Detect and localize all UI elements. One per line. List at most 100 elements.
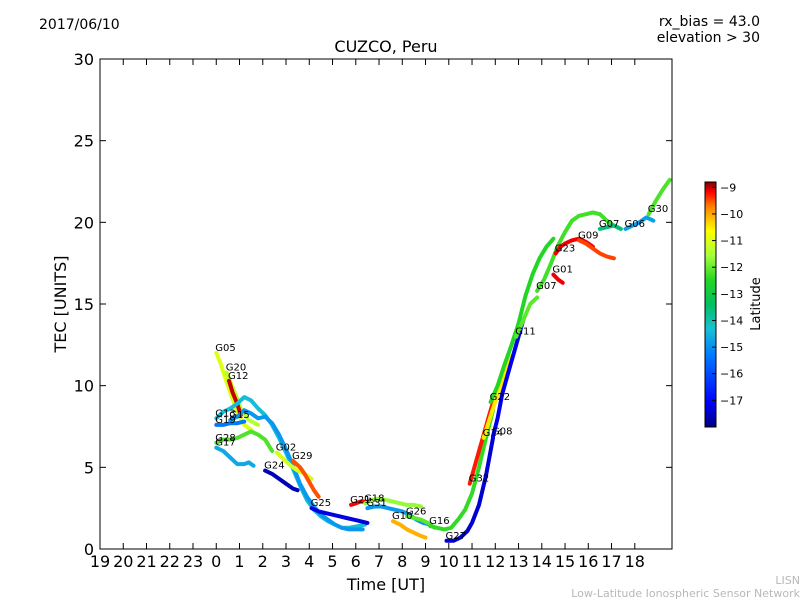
series-label-g15: G15 — [229, 410, 249, 421]
x-tick-label: 1 — [234, 552, 244, 571]
series-line-g07 — [535, 210, 623, 293]
bias-line: rx_bias = 43.0 — [658, 14, 760, 30]
x-tick-label: 4 — [304, 552, 314, 571]
series-line-g21 — [349, 499, 368, 507]
x-tick-label: 8 — [397, 552, 407, 571]
x-tick-label: 0 — [211, 552, 221, 571]
x-tick-label: 21 — [136, 552, 156, 571]
x-tick-label: 11 — [462, 552, 482, 571]
x-tick-label: 13 — [508, 552, 528, 571]
series-label-g22: G22 — [490, 392, 510, 403]
x-tick-label: 7 — [374, 552, 384, 571]
x-tick-label: 23 — [183, 552, 203, 571]
x-tick-label: 16 — [578, 552, 598, 571]
series-label-g19: G19 — [215, 415, 235, 426]
series-line-g30 — [646, 177, 672, 217]
y-tick-label: 10 — [74, 377, 94, 396]
series-label-g08: G08 — [492, 426, 512, 437]
series-label-g05: G05 — [215, 343, 235, 354]
y-tick-label: 30 — [74, 50, 94, 69]
colorbar-tick-label: −9 — [720, 181, 736, 194]
y-axis-label: TEC [UNITS] — [51, 256, 70, 354]
x-tick-label: 3 — [281, 552, 291, 571]
series-label-g21: G21 — [350, 495, 370, 506]
series-line-g09 — [577, 238, 616, 261]
series-label-g07: G07 — [599, 219, 619, 230]
series-layer — [214, 177, 672, 543]
series-label-g29: G29 — [292, 451, 312, 462]
series-label-g17: G17 — [215, 438, 235, 449]
x-tick-label: 20 — [113, 552, 133, 571]
series-label-g16: G16 — [429, 516, 449, 527]
x-tick-label: 18 — [625, 552, 645, 571]
series-label-g25: G25 — [311, 498, 331, 509]
colorbar-tick-label: −10 — [720, 208, 743, 221]
series-line-g22 — [488, 236, 556, 404]
series-line-g18 — [363, 496, 423, 509]
series-line-g10 — [391, 519, 428, 540]
series-line-g16 — [428, 408, 495, 532]
y-tick-label: 5 — [84, 458, 94, 477]
series-label-g24: G24 — [264, 461, 284, 472]
series-line-g19 — [214, 419, 247, 427]
series-label-g32: G32 — [469, 474, 489, 485]
x-tick-label: 22 — [160, 552, 180, 571]
x-tick-label: 9 — [420, 552, 430, 571]
series-line-g25 — [309, 506, 370, 525]
series-label-g12: G12 — [228, 371, 248, 382]
axis-layer: 19 20 21 22 23 0 1 2 3 4 5 6 7 8 9 10 11 12 13 14 15 16 17 1805… — [74, 50, 672, 571]
series-label-g20: G20 — [226, 363, 246, 374]
colorbar-ticks: −9 −10 −11 −12 −13 −14 −15 −16 −17 — [712, 181, 743, 407]
series-line-g01 — [551, 272, 565, 285]
series-label-g23: G23 — [555, 243, 575, 254]
series-label-g13: G13 — [215, 408, 235, 419]
footer-network: Low-Latitude Ionospheric Sensor Network — [571, 587, 800, 600]
plot-frame — [99, 58, 673, 550]
y-tick-label: 0 — [84, 540, 94, 559]
colorbar-tick-label: −15 — [720, 341, 743, 354]
colorbar-tick-label: −16 — [720, 368, 743, 381]
series-label-g30: G30 — [648, 204, 668, 215]
footer-lisn: LISN — [775, 574, 800, 587]
series-line-g14 — [481, 354, 514, 440]
chart-title: CUZCO, Peru — [334, 37, 438, 56]
x-tick-label: 17 — [601, 552, 621, 571]
elevation-line: elevation > 30 — [656, 30, 760, 46]
series-line-g08 — [491, 318, 526, 439]
x-tick-label: 5 — [327, 552, 337, 571]
series-line-g17 — [214, 445, 256, 468]
series-line-g24 — [263, 468, 300, 493]
series-label-g06: G06 — [624, 219, 644, 230]
colorbar-tick-label: −12 — [720, 261, 743, 274]
series-label-g09: G09 — [578, 230, 598, 241]
series-line-g15 — [228, 408, 365, 532]
series-label-g27: G27 — [445, 531, 465, 542]
series-line-g28 — [214, 429, 275, 453]
colorbar-tick-label: −14 — [720, 314, 743, 327]
series-line-g11 — [514, 295, 540, 339]
x-tick-label: 19 — [90, 552, 110, 571]
x-tick-label: 12 — [485, 552, 505, 571]
y-tick-label: 25 — [74, 132, 94, 151]
x-tick-label: 10 — [439, 552, 459, 571]
series-label-g31: G31 — [366, 498, 386, 509]
footer: LISN Low-Latitude Ionospheric Sensor Net… — [571, 574, 800, 600]
x-tick-label: 2 — [258, 552, 268, 571]
x-axis-label: Time [UT] — [346, 575, 425, 594]
y-tick-label: 15 — [74, 295, 94, 314]
colorbar — [704, 181, 717, 428]
series-label-g18: G18 — [364, 493, 384, 504]
series-label-g28: G28 — [215, 433, 235, 444]
bias-info: rx_bias = 43.0 elevation > 30 — [657, 14, 760, 46]
colorbar-tick-label: −11 — [720, 235, 743, 248]
series-line-g29 — [291, 458, 321, 499]
series-label-g01: G01 — [552, 265, 572, 276]
colorbar-tick-label: −13 — [720, 288, 743, 301]
series-label-g26: G26 — [406, 506, 426, 517]
x-tick-label: 15 — [555, 552, 575, 571]
series-label-g10: G10 — [392, 511, 412, 522]
series-label-g14: G14 — [483, 428, 503, 439]
series-line-g12 — [227, 378, 243, 418]
series-label-g11: G11 — [515, 327, 535, 338]
